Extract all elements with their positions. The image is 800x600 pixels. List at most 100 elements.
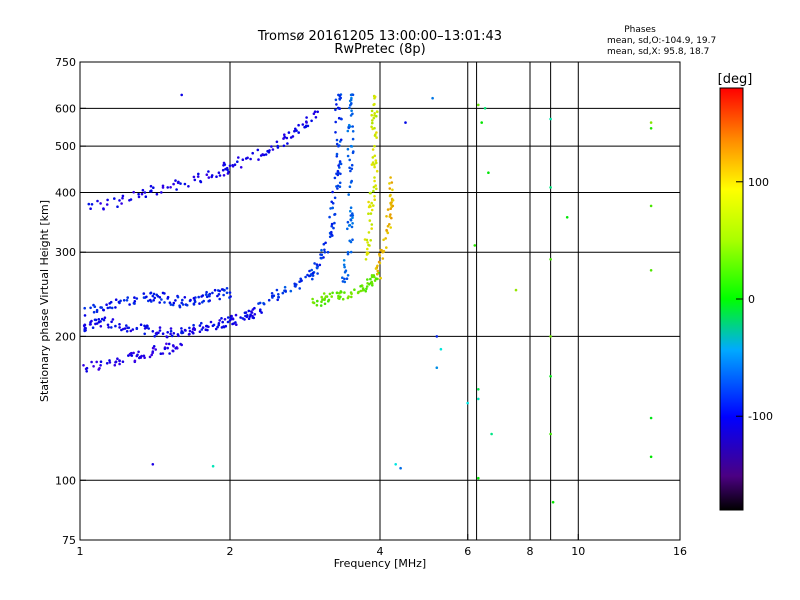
data-point [350,179,354,183]
data-point [145,295,148,299]
data-point [565,216,569,219]
data-point [348,158,352,162]
data-point [197,172,200,176]
data-point [149,291,153,295]
data-point [248,315,252,318]
data-point [97,318,101,321]
y-tick-label: 400 [55,186,76,199]
data-point [316,110,320,114]
data-point [380,248,383,252]
data-point [114,298,118,302]
data-point [365,253,369,256]
data-point [90,319,93,323]
data-point [249,157,252,161]
data-point [149,190,153,193]
data-point [320,256,323,260]
data-point [153,334,156,338]
data-point [649,204,653,208]
data-point [151,463,155,466]
data-point [338,140,342,143]
data-point [135,354,139,358]
data-point [333,212,337,216]
data-point [185,303,189,307]
data-point [367,200,370,204]
data-point [371,119,374,122]
data-point [373,165,376,169]
data-point [349,214,353,217]
data-point [160,191,163,194]
data-point [102,308,105,312]
data-point [172,301,176,305]
data-point [198,302,201,305]
data-point [85,366,89,370]
data-point [549,258,552,261]
data-point [375,161,378,165]
data-point [207,325,210,329]
data-point [222,325,225,328]
data-point [304,275,307,279]
data-point [372,116,376,120]
grid-lines [80,62,680,540]
data-point [339,117,343,121]
data-point [216,294,219,298]
data-point [130,354,134,357]
data-point [114,324,117,328]
data-point [181,298,184,302]
data-point [147,327,150,330]
data-point [373,179,376,183]
data-point [370,163,374,166]
data-point [109,300,113,304]
data-point [323,297,327,300]
y-tick-label: 300 [55,246,76,259]
data-point [389,213,392,216]
data-point [386,231,390,235]
y-tick-label: 200 [55,330,76,343]
data-point [241,158,245,161]
data-point [384,237,388,240]
data-point [324,241,327,245]
data-point [275,140,279,144]
data-point [103,316,107,320]
data-point [350,295,353,299]
stats-heading: Phases [624,25,656,35]
data-point [196,175,200,178]
data-point [365,238,369,242]
data-point [351,93,355,97]
data-point [385,246,388,249]
data-point [351,125,355,128]
data-point [201,326,205,329]
data-point [193,178,197,182]
data-point [310,119,313,123]
data-point [330,200,334,204]
data-point [313,262,316,265]
data-point [161,332,165,336]
data-point [132,190,135,194]
data-point [129,329,133,333]
data-point [252,316,256,320]
data-point [371,156,375,159]
data-point [315,303,319,307]
data-point [181,303,185,306]
data-point [351,222,354,225]
data-point [350,163,354,167]
data-point [108,359,111,362]
data-point [180,343,183,347]
data-point [349,209,352,213]
data-point [169,186,172,189]
data-point [183,328,187,332]
data-point [90,360,93,364]
data-point [106,198,109,202]
data-point [189,298,192,302]
data-point [93,305,97,309]
data-point [262,302,266,306]
data-point [349,169,352,173]
data-point [388,187,392,190]
data-point [369,239,373,242]
data-point [270,292,274,295]
data-point [373,96,376,100]
data-point [316,272,319,275]
data-point [161,184,165,188]
data-point [231,317,235,320]
data-point [336,169,340,173]
data-point [257,158,260,161]
